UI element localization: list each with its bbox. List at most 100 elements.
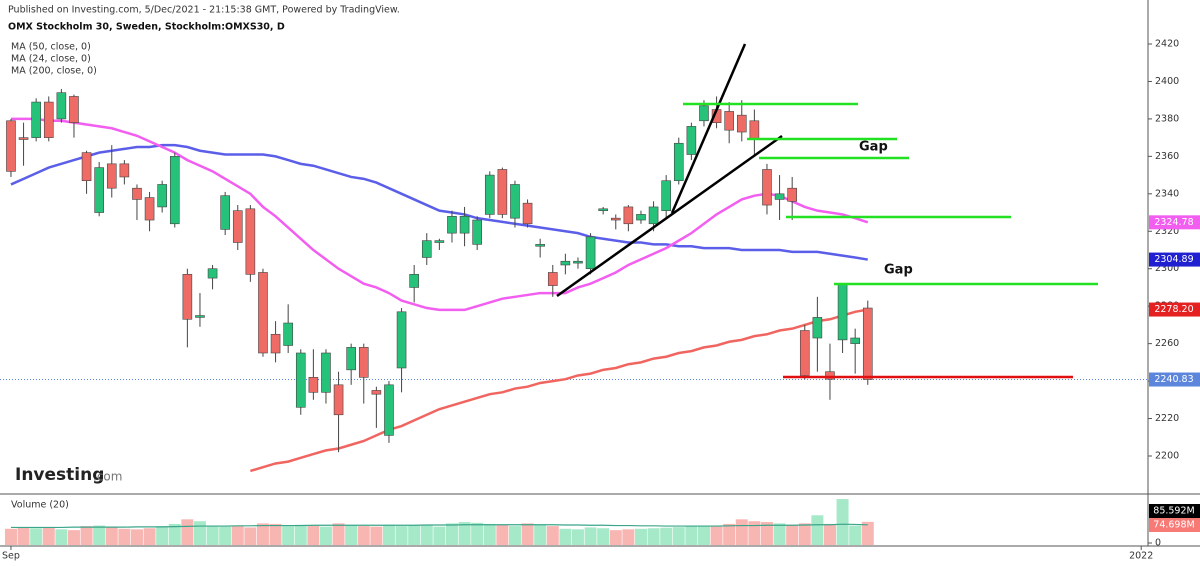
candle-body [484,174,495,215]
candle-body [812,317,823,339]
candle-body [308,377,319,393]
candle-body [18,137,29,140]
candle-body [207,268,218,279]
candle-body [472,219,482,245]
y-tick-label: 2220 [1155,413,1179,424]
candle-body [535,244,545,247]
volume-bar [118,528,131,545]
candle-body [787,187,797,202]
volume-bar [647,528,660,545]
candle-body [699,105,709,122]
volume-bar [370,526,383,545]
volume-title: Volume (20) [11,500,69,511]
candle-body [384,384,394,436]
trend-line [556,134,783,298]
candle-body [295,352,306,408]
chart-title: OMX Stockholm 30, Sweden, Stockholm:OMXS… [8,22,285,33]
volume-bar [80,526,93,545]
volume-bar [4,528,17,545]
candle-body [31,101,41,138]
volume-bar [571,529,584,545]
candle-body [94,167,104,213]
candle-body [623,206,634,225]
candle-body [447,215,457,234]
volume-bar [143,528,156,545]
volume-bar [471,522,484,545]
candle-body [610,217,621,221]
trend-line [670,43,747,214]
volume-bar [206,526,219,545]
y-tick-label: 2420 [1155,39,1179,50]
price-badge-label: 2324.78 [1154,217,1193,228]
volume-bar [823,523,836,545]
candle-body [547,272,558,286]
candle-body [333,384,344,416]
volume-bar [319,526,332,545]
volume-bar [483,523,496,545]
volume-bar [496,524,509,545]
legend-entry: MA (24, close, 0) [11,54,91,65]
candle-body [510,184,520,219]
price-badge-label: 2240.83 [1154,374,1193,385]
y-tick-label: 2320 [1155,226,1179,237]
volume-bar [244,527,257,545]
candle-body [220,195,230,230]
volume-bar [634,528,647,545]
candle-body [673,142,684,182]
price-badge [1149,302,1200,317]
candle-body [598,208,608,211]
candle-body [421,240,432,258]
volume-bar [710,526,723,545]
volume-bar [445,523,458,545]
price-badge [1149,252,1200,267]
x-tick-label: 2022 [1129,551,1153,562]
candle-body [522,202,533,225]
candle-body [371,390,382,395]
legend-entry: MA (50, close, 0) [11,42,91,53]
candle-body [81,152,92,182]
ma-line [250,308,868,473]
volume-bar [760,522,773,545]
candle-body [762,169,772,206]
volume-bar [534,524,547,545]
volume-bar [546,526,559,545]
candle-body [258,272,268,354]
volume-bar [458,522,471,545]
candle-body [409,274,419,288]
candle-body [434,240,445,243]
volume-bar [622,529,635,545]
candle-body [106,163,117,189]
logo-brand: Investing [15,465,104,485]
volume-bar [597,528,610,545]
y-tick-label: 2300 [1155,263,1179,274]
volume-bar [357,526,370,545]
candle-body [686,126,697,155]
volume-bar [294,524,307,545]
volume-bar [332,523,345,545]
volume-bar [584,527,597,545]
candle-body [6,120,16,172]
annotation: Gap [859,140,888,155]
candle-body [283,322,293,346]
y-tick-label: 2400 [1155,76,1179,87]
candle-body [232,210,243,243]
candle-body [119,163,130,178]
volume-bar [382,524,395,545]
candle-body [799,330,810,376]
volume-bar [256,523,269,545]
volume-bar [609,530,622,545]
volume-bar [408,525,421,545]
volume-bar [168,523,181,545]
volume-bar [672,527,685,545]
candle-body [585,236,596,270]
volume-ma-line [10,523,868,529]
volume-bar [559,528,572,545]
candle-body [774,193,785,200]
volume-bar [395,526,408,545]
trend-drawings: Gap Gap [556,43,1098,379]
volume-bar [156,526,169,545]
candle-body [157,184,167,208]
legend-entry: MA (200, close, 0) [11,66,97,77]
candle-body [358,347,369,378]
